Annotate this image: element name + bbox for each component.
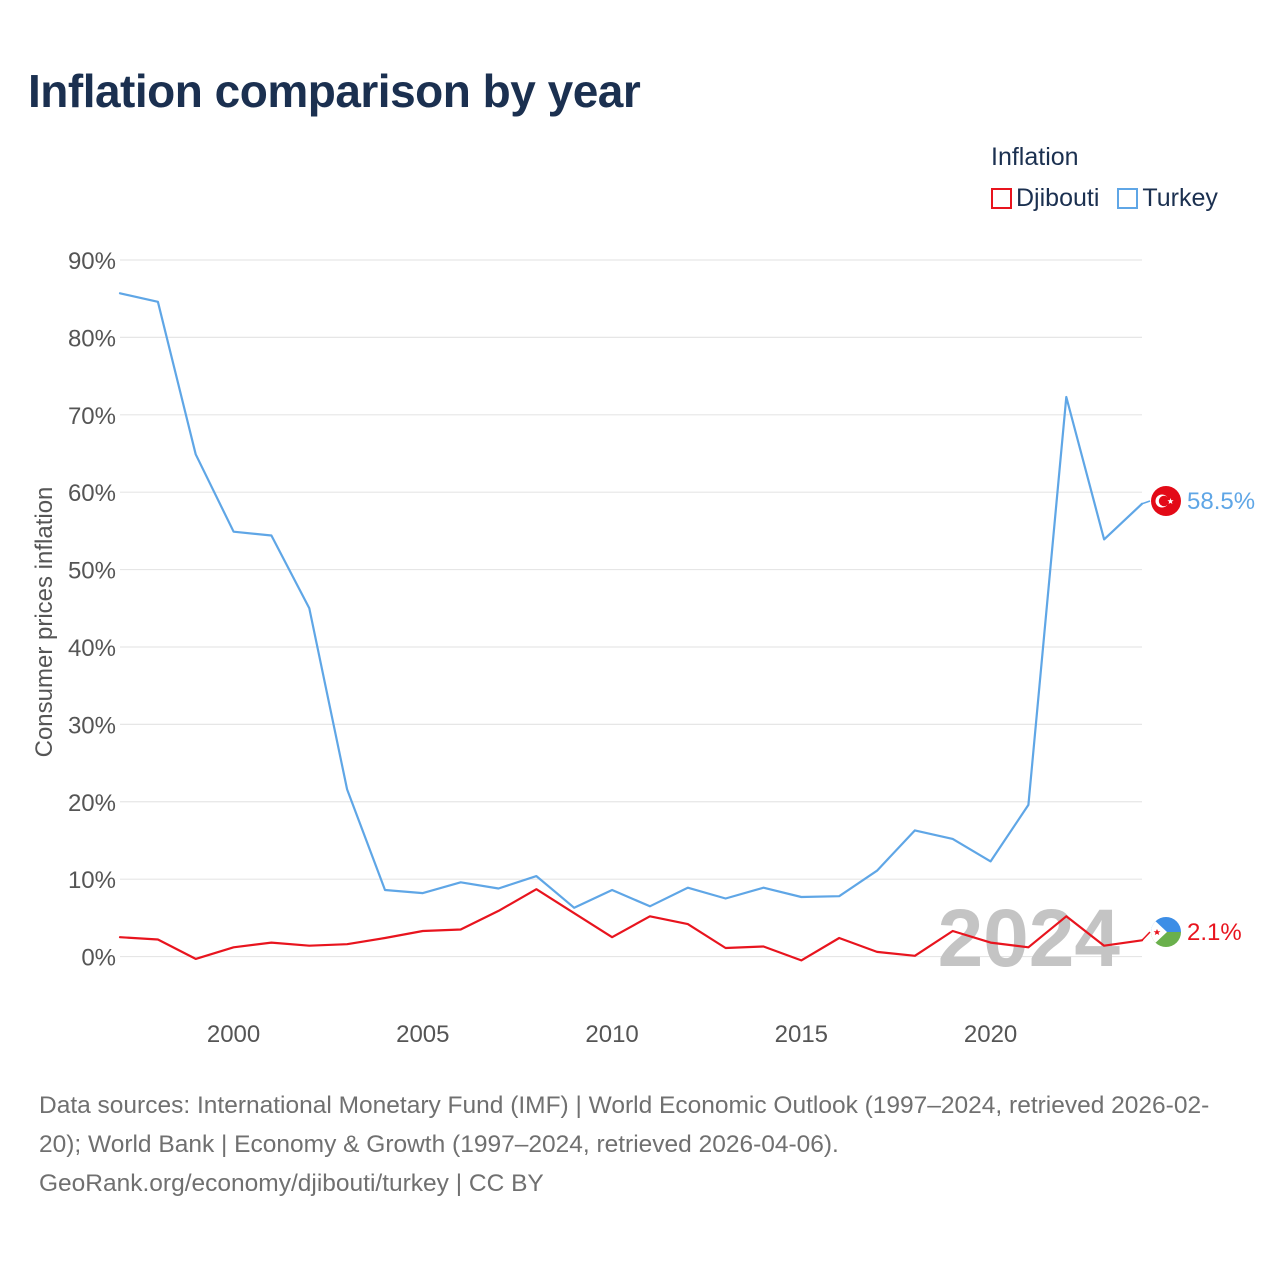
line-chart: 0%10%20%30%40%50%60%70%80%90% 2000 2005 20… [31,248,1255,1048]
series-lines [118,292,1144,962]
end-connector-djibouti [1141,931,1151,941]
y-tick-label: 30% [68,712,116,739]
x-tick-label: 2000 [207,1021,260,1048]
end-connector-turkey [1141,500,1151,505]
series-end-labels: 2.1% 58.5% [1141,488,1255,946]
x-tick-label: 2005 [396,1021,449,1048]
y-tick-label: 80% [68,325,116,352]
y-tick-label: 50% [68,558,116,585]
end-value-label-djibouti: 2.1% [1187,919,1242,946]
legend-swatch-djibouti [991,188,1012,209]
y-tick-label: 20% [68,790,116,817]
source-link[interactable]: GeoRank.org/economy/djibouti/turkey | CC… [39,1170,544,1197]
chart-title: Inflation comparison by year [28,65,641,117]
y-tick-label: 60% [68,480,116,507]
legend-item-turkey[interactable]: Turkey [1117,184,1218,213]
turkey-flag-icon [1151,486,1181,516]
legend: Djibouti Turkey [991,184,1218,213]
y-tick-label: 0% [81,945,116,972]
djibouti-flag-icon [1151,917,1181,947]
legend-item-djibouti[interactable]: Djibouti [991,184,1099,213]
series-line-turkey [118,292,1144,909]
series-line-djibouti [118,888,1144,962]
y-axis-ticks: 0% 10% 20% 30% 40% 50% 60% 70% 80% 90% [68,248,116,972]
legend-label-turkey: Turkey [1142,184,1218,212]
x-axis-ticks: 2000 2005 2010 2015 2020 [207,1021,1017,1048]
source-note: Data sources: International Monetary Fun… [39,1086,1249,1203]
source-text: Data sources: International Monetary Fun… [39,1092,1210,1158]
x-tick-label: 2020 [964,1021,1017,1048]
x-tick-label: 2010 [585,1021,638,1048]
legend-swatch-turkey [1117,188,1139,209]
y-axis-label: Consumer prices inflation [31,487,58,758]
y-tick-label: 40% [68,635,116,662]
end-value-label-turkey: 58.5% [1187,488,1255,515]
y-tick-label: 10% [68,867,116,894]
year-watermark: 2024 [938,893,1121,984]
legend-label-djibouti: Djibouti [1016,184,1100,212]
legend-title: Inflation [991,143,1079,171]
x-tick-label: 2015 [775,1021,828,1048]
y-tick-label: 90% [68,248,116,275]
gridlines [120,259,1142,958]
y-tick-label: 70% [68,403,116,430]
